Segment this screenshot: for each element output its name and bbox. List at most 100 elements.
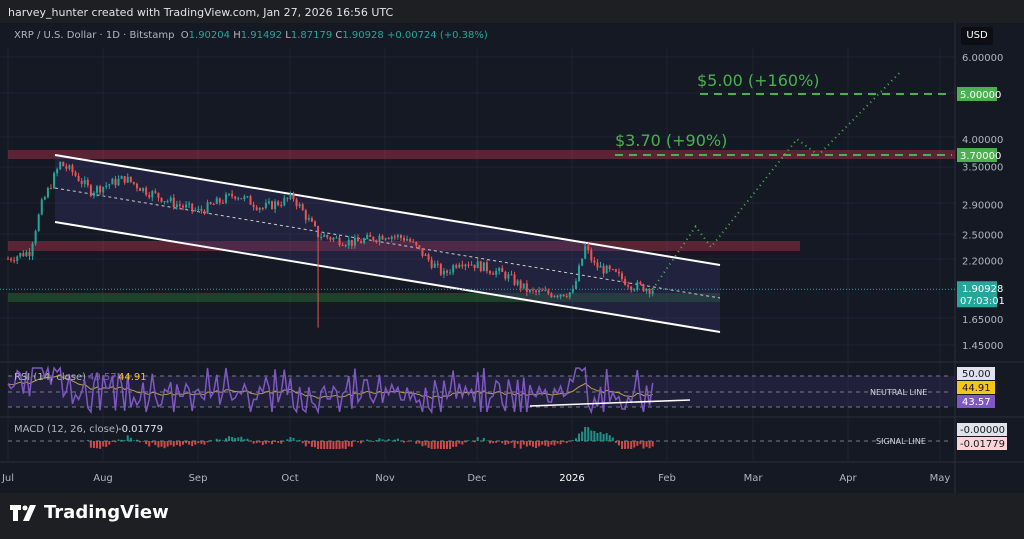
price-axis-label: 4.00000 [962,135,1003,146]
tradingview-logo[interactable]: TradingView [10,502,169,523]
chart-frame[interactable] [0,23,1024,493]
candle-body [298,204,301,207]
candle-body [384,238,387,240]
candle-body [584,245,587,259]
macd-histogram-bar [639,441,642,445]
candle-body [642,284,645,292]
candle-body [215,198,218,205]
currency-button[interactable]: USD [961,27,993,45]
macd-histogram-bar [314,441,316,448]
candle-body [310,218,313,222]
price-axis-label: 1.65000 [962,315,1003,326]
macd-histogram-bar [320,441,323,449]
macd-histogram-bar [442,441,445,449]
candle-body [188,203,191,205]
candle-body [212,203,215,205]
candle-body [455,265,458,268]
macd-histogram-bar [406,441,409,442]
macd-histogram-bar [464,441,467,443]
support-zone [8,293,720,302]
candle-body [363,239,366,244]
macd-histogram-bar [99,441,102,449]
candle-body [114,178,117,186]
macd-histogram-bar [240,436,243,441]
close-label: C [335,30,343,41]
candle-body [553,295,556,298]
macd-histogram-bar [360,441,363,444]
macd-histogram-bar [108,441,111,445]
candle-body [605,265,608,274]
macd-histogram-bar [587,427,590,441]
candle-body [624,279,627,286]
macd-histogram-bar [396,438,399,441]
candle-body [231,193,234,197]
symbol-name[interactable]: XRP / U.S. Dollar · 1D · Bitstamp [14,30,175,41]
candle-body [467,264,470,266]
candle-body [120,176,123,179]
macd-histogram-bar [458,441,461,444]
macd-histogram-bar [246,438,249,441]
macd-histogram-bar [338,441,341,449]
macd-histogram-bar [126,435,129,441]
macd-histogram-bar [627,441,630,449]
macd-histogram-bar [593,430,596,441]
macd-histogram-bar [172,441,175,447]
candle-body [522,283,525,289]
macd-histogram-bar [105,441,108,447]
candle-body [611,269,614,271]
candle-body [366,235,369,240]
candle-body [495,270,498,275]
candle-body [415,241,418,246]
candle-body [648,289,651,294]
candle-body [651,290,654,294]
candle-body [639,282,642,285]
macd-histogram-bar [347,441,350,447]
candle-body [157,192,160,198]
candle-body [329,237,332,240]
candle-body [286,197,289,199]
macd-histogram-bar [221,440,224,441]
high-label: H [233,30,241,41]
macd-histogram-bar [286,439,289,441]
tradingview-logo-icon [10,504,36,521]
price-tag-target_low: 3.70000 [960,151,1001,162]
rsi-axis-tag-bg [957,367,995,380]
macd-histogram-bar [621,441,623,449]
macd-histogram-bar [120,439,123,441]
macd-histogram-bar [433,441,436,449]
candle-body [633,289,636,291]
candle-body [267,201,270,204]
candle-body [531,289,534,291]
macd-histogram-bar [599,432,602,441]
candle-body [151,191,154,198]
candle-body [40,199,43,215]
macd-histogram-bar [565,441,568,444]
time-axis-label: Feb [658,473,676,484]
macd-histogram-bar [614,441,617,443]
macd-axis-tag: -0.00000 [960,425,1005,436]
macd-histogram-bar [89,441,92,448]
time-axis-label: Aug [93,473,113,484]
candle-body [123,176,126,183]
macd-histogram-bar [449,441,452,449]
open-label: O [180,30,189,41]
candle-body [356,237,359,242]
macd-histogram-bar [578,433,581,441]
macd-histogram-bar [157,441,160,448]
macd-histogram-bar [307,441,310,444]
macd-histogram-bar [516,441,519,444]
candle-body [28,251,31,257]
rsi-axis-tag: 50.00 [962,369,991,380]
macd-histogram-bar [436,441,439,449]
candle-body [129,176,132,182]
channel-mid-line [54,187,721,299]
macd-histogram-bar [298,439,301,441]
candle-body [424,254,427,256]
macd-histogram-bar [611,437,614,441]
candle-body [175,204,178,207]
candle-body [608,265,611,270]
macd-histogram-bar [209,440,212,441]
candle-body [504,272,507,279]
candle-body [49,188,52,190]
